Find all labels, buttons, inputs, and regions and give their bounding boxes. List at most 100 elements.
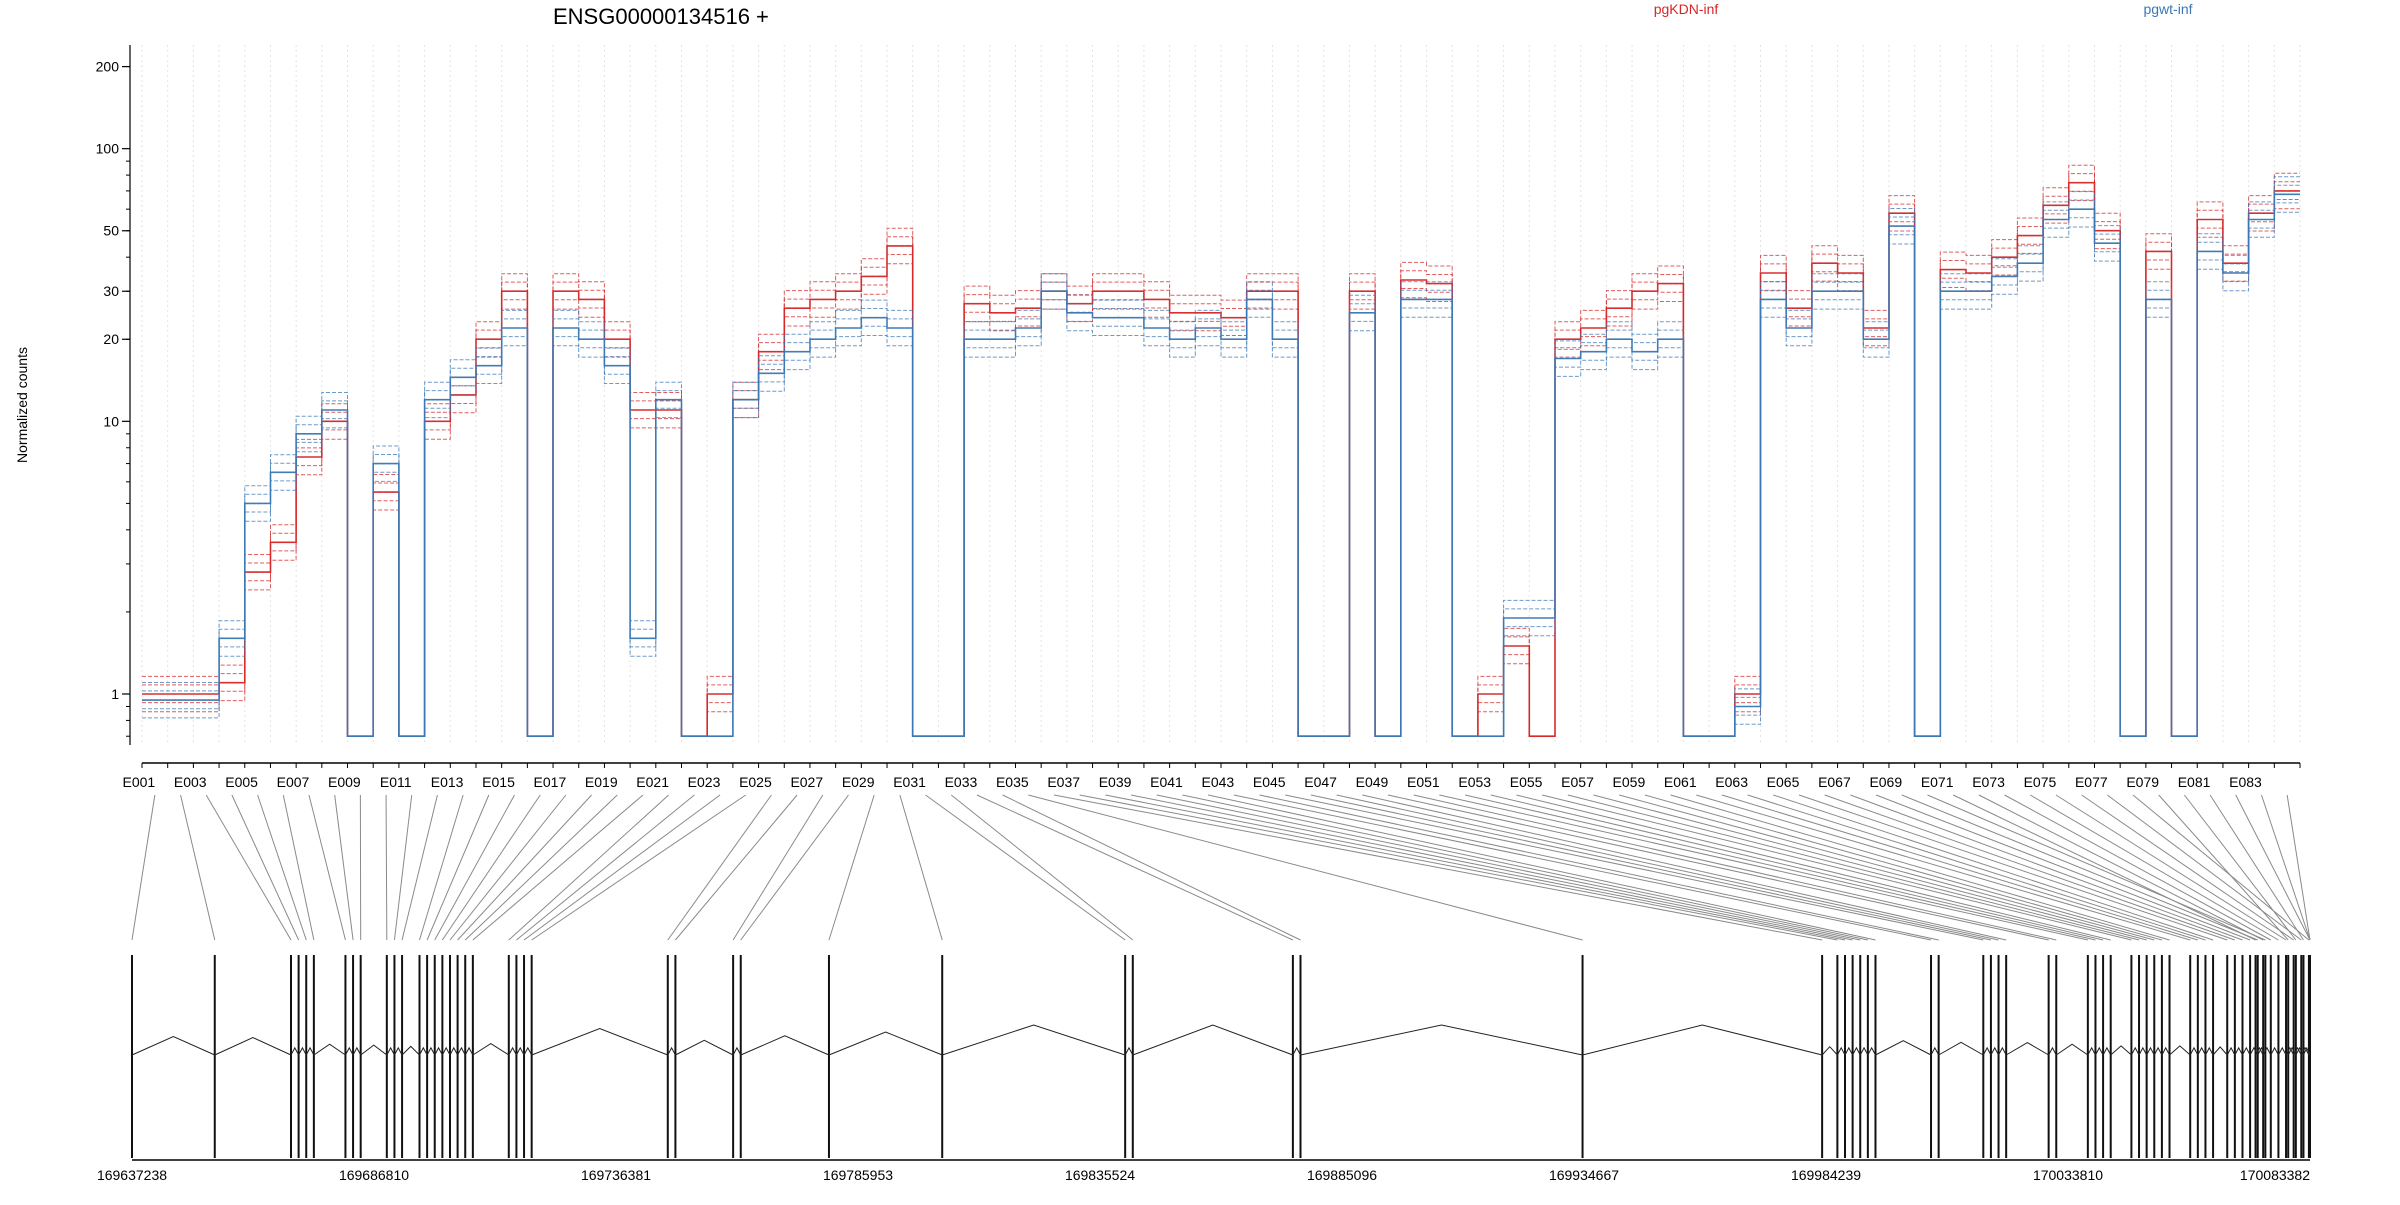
exon-connector bbox=[1003, 795, 1301, 940]
exon-tick-label: E035 bbox=[996, 774, 1029, 790]
exon-tick-label: E009 bbox=[328, 774, 361, 790]
exon-bar bbox=[2295, 955, 2297, 1158]
exon-connector bbox=[900, 795, 942, 940]
intron-line bbox=[394, 1048, 402, 1055]
exon-tick-label: E081 bbox=[2178, 774, 2211, 790]
intron-line bbox=[473, 1044, 509, 1055]
intron-line bbox=[1983, 1048, 1991, 1055]
exon-tick-label: E067 bbox=[1818, 774, 1851, 790]
exon-bar bbox=[1292, 955, 1294, 1158]
genomic-coord-label: 169785953 bbox=[823, 1167, 893, 1183]
exon-bar bbox=[434, 955, 436, 1158]
exon-connector bbox=[2184, 795, 2295, 940]
genomic-coord-label: 169637238 bbox=[97, 1167, 167, 1183]
exon-bar bbox=[2110, 955, 2112, 1158]
exon-bar bbox=[508, 955, 510, 1158]
y-tick-label: 200 bbox=[96, 59, 120, 75]
exon-connector bbox=[1696, 795, 2190, 940]
intron-line bbox=[291, 1048, 299, 1055]
exon-bar bbox=[344, 955, 346, 1158]
intron-line bbox=[516, 1048, 524, 1055]
exon-connector bbox=[394, 795, 411, 940]
intron-line bbox=[361, 1045, 387, 1055]
exon-tick-label: E063 bbox=[1715, 774, 1748, 790]
exon-bar bbox=[449, 955, 451, 1158]
genomic-coord-label: 169736381 bbox=[581, 1167, 651, 1183]
exon-bar bbox=[2212, 955, 2214, 1158]
intron-line bbox=[132, 1037, 215, 1055]
y-tick-label: 20 bbox=[103, 331, 119, 347]
exon-tick-label: E057 bbox=[1561, 774, 1594, 790]
exon-bar bbox=[2285, 955, 2287, 1158]
exon-bar bbox=[426, 955, 428, 1158]
exon-bar bbox=[386, 955, 388, 1158]
genomic-coord-label: 169885096 bbox=[1307, 1167, 1377, 1183]
exon-bar bbox=[2234, 955, 2236, 1158]
intron-line bbox=[435, 1048, 443, 1055]
exon-tick-label: E031 bbox=[893, 774, 926, 790]
intron-line bbox=[741, 1036, 829, 1055]
exon-bar bbox=[2161, 955, 2163, 1158]
intron-line bbox=[427, 1048, 435, 1055]
exon-tick-label: E069 bbox=[1869, 774, 1902, 790]
genomic-axis: 169637238 169686810 169736381 169785953 1698… bbox=[97, 1160, 2310, 1183]
exon-tick-label: E043 bbox=[1201, 774, 1234, 790]
exon-bar bbox=[441, 955, 443, 1158]
exon-bar bbox=[2257, 955, 2259, 1158]
exon-tick-label: E047 bbox=[1304, 774, 1337, 790]
exon-bar bbox=[2130, 955, 2132, 1158]
exon-connector bbox=[509, 795, 669, 940]
exon-connector bbox=[733, 795, 823, 940]
exon-connector bbox=[1465, 795, 2095, 940]
exon-connectors bbox=[132, 795, 2310, 940]
exon-bar bbox=[2300, 955, 2302, 1158]
exon-bar bbox=[457, 955, 459, 1158]
intron-line bbox=[1125, 1048, 1133, 1055]
exon-tick-label: E011 bbox=[380, 774, 412, 790]
exon-bar bbox=[2241, 955, 2243, 1158]
intron-line bbox=[1583, 1025, 1823, 1055]
intron-line bbox=[1293, 1048, 1301, 1055]
exon-bar bbox=[418, 955, 420, 1158]
intron-line bbox=[532, 1029, 668, 1055]
exon-bar bbox=[2102, 955, 2104, 1158]
intron-line bbox=[2278, 1048, 2286, 1055]
exon-connector bbox=[309, 795, 345, 940]
exon-tick-label: E041 bbox=[1150, 774, 1183, 790]
exon-bar bbox=[313, 955, 315, 1158]
exon-bar bbox=[2055, 955, 2057, 1158]
exon-connector bbox=[473, 795, 643, 940]
exon-bar bbox=[1582, 955, 1584, 1158]
exon-tick-label: E029 bbox=[842, 774, 875, 790]
exon-bar bbox=[2302, 955, 2304, 1158]
exon-connector bbox=[1568, 795, 2139, 940]
exon-bar bbox=[290, 955, 292, 1158]
intron-line bbox=[1845, 1048, 1853, 1055]
exon-bar bbox=[1299, 955, 1301, 1158]
exon-bar bbox=[352, 955, 354, 1158]
intron-line bbox=[2235, 1048, 2243, 1055]
exon-bar bbox=[298, 955, 300, 1158]
exon-bar bbox=[740, 955, 742, 1158]
intron-line bbox=[299, 1048, 307, 1055]
intron-line bbox=[450, 1048, 458, 1055]
exon-bar bbox=[1867, 955, 1869, 1158]
exon-bar bbox=[2293, 955, 2295, 1158]
genomic-coord-label: 169686810 bbox=[339, 1167, 409, 1183]
exon-bar bbox=[2249, 955, 2251, 1158]
exon-bar bbox=[2277, 955, 2279, 1158]
exon-bar bbox=[472, 955, 474, 1158]
exon-connector bbox=[532, 795, 746, 940]
exon-bar bbox=[401, 955, 403, 1158]
exon-bar bbox=[1844, 955, 1846, 1158]
intron-line bbox=[1853, 1048, 1861, 1055]
intron-line bbox=[2103, 1048, 2111, 1055]
intron-line bbox=[2006, 1043, 2048, 1055]
exon-tick-label: E023 bbox=[688, 774, 721, 790]
exon-bar bbox=[2005, 955, 2007, 1158]
exon-connector bbox=[435, 795, 515, 940]
intron-line bbox=[215, 1038, 291, 1055]
